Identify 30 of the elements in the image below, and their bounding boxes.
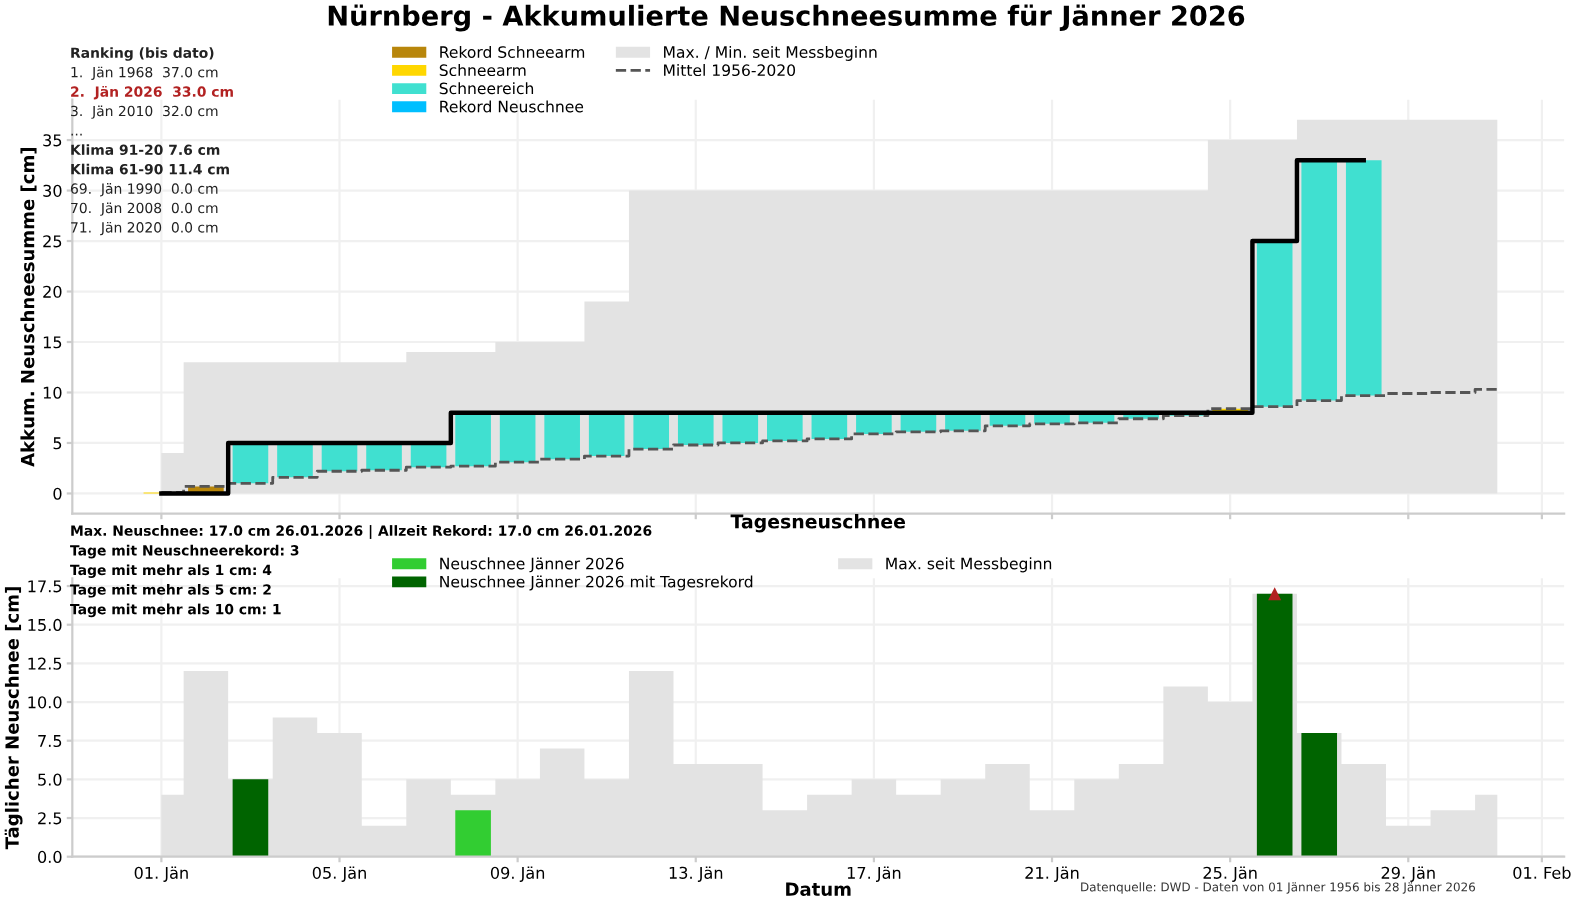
y-tick-label: 5.0	[38, 773, 62, 786]
y-tick-label: 35	[43, 134, 62, 147]
y-tick-label: 10.0	[28, 696, 62, 709]
y-tick-label: 7.5	[38, 735, 62, 748]
y-tick-label: 5	[53, 437, 62, 450]
x-tick-label: 17. Jän	[847, 866, 901, 882]
y-tick-label: 20	[43, 285, 62, 298]
chart-title: Nürnberg - Akkumulierte Neuschneesumme für Jänner 2026	[328, 4, 1245, 32]
x-tick-label: 25. Jän	[1203, 866, 1257, 882]
x-tick-label: 21. Jän	[1025, 866, 1079, 882]
y-tick-label: 0	[53, 487, 62, 500]
y-tick-label: 0.0	[38, 850, 62, 864]
x-axis-title: Datum	[786, 882, 851, 896]
y-axis-title: Täglicher Neuschnee [cm]	[4, 587, 23, 850]
x-tick-label: 01. Jän	[134, 866, 188, 882]
y-axis-title: Akkum. Neuschneesumme [cm]	[20, 148, 37, 467]
y-tick-label: 12.5	[28, 657, 62, 670]
x-tick-label: 01. Feb	[1513, 866, 1571, 879]
y-tick-label: 15	[43, 336, 62, 349]
y-tick-label: 17.5	[28, 580, 62, 593]
x-tick-label: 05. Jän	[312, 866, 366, 882]
y-tick-label: 2.5	[38, 812, 62, 825]
y-tick-label: 15.0	[28, 618, 62, 632]
x-tick-label: 09. Jän	[490, 866, 545, 882]
y-tick-label: 25	[43, 235, 62, 248]
y-tick-label: 10	[43, 386, 62, 399]
x-tick-label: 29. Jän	[1381, 866, 1435, 882]
y-tick-label: 30	[43, 184, 62, 197]
chart-title: Tagesneuschnee	[730, 513, 906, 533]
x-tick-label: 13. Jän	[669, 866, 723, 882]
